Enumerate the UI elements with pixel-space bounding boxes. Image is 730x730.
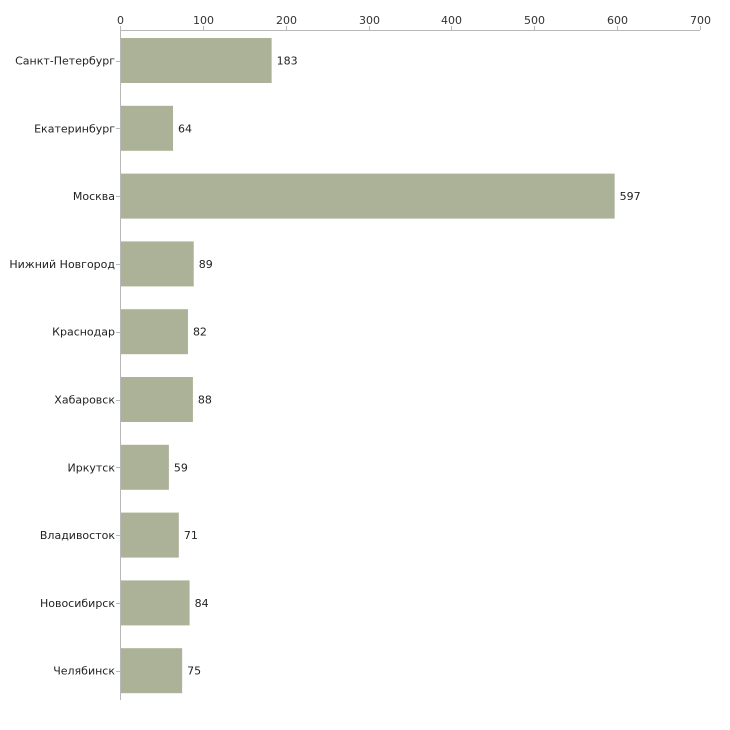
- bar: [121, 512, 179, 558]
- y-axis: [116, 30, 121, 700]
- category-labels: Санкт-Петербург Екатеринбург Москва Нижний …: [9, 55, 115, 678]
- bar: [121, 648, 183, 694]
- x-tick-label: 600: [607, 14, 628, 27]
- value-label: 64: [178, 122, 192, 135]
- bar: [121, 444, 169, 490]
- value-label: 75: [187, 665, 201, 678]
- x-axis: 0 100 200 300 400 500 600 700: [117, 14, 711, 31]
- category-label: Владивосток: [40, 529, 115, 542]
- value-label: 597: [620, 190, 641, 203]
- x-tick-label: 100: [193, 14, 214, 27]
- x-tick-label: 700: [690, 14, 711, 27]
- category-label: Москва: [73, 190, 115, 203]
- value-label: 82: [193, 326, 207, 339]
- value-label: 59: [174, 461, 188, 474]
- value-label: 71: [184, 529, 198, 542]
- category-label: Иркутск: [68, 461, 116, 474]
- value-label: 88: [198, 394, 212, 407]
- value-labels: 183 64 597 89 82 88 59 71 84 75: [174, 55, 641, 678]
- category-label: Новосибирск: [40, 597, 115, 610]
- category-label: Челябинск: [53, 665, 115, 678]
- x-tick-label: 200: [276, 14, 297, 27]
- bar: [121, 38, 272, 83]
- x-tick-label: 400: [441, 14, 462, 27]
- bar: [121, 105, 174, 151]
- bar: [121, 377, 193, 422]
- category-label: Краснодар: [52, 326, 115, 339]
- bar: [121, 241, 194, 287]
- bar: [121, 309, 188, 355]
- category-label: Санкт-Петербург: [15, 55, 115, 68]
- x-tick-label: 300: [359, 14, 380, 27]
- bar: [121, 173, 615, 219]
- value-label: 89: [199, 258, 213, 271]
- bar: [121, 580, 190, 626]
- x-tick-label: 0: [117, 14, 124, 27]
- category-label: Екатеринбург: [34, 122, 115, 135]
- category-label: Хабаровск: [54, 394, 115, 407]
- x-tick-label: 500: [524, 14, 545, 27]
- value-label: 84: [195, 597, 209, 610]
- value-label: 183: [277, 55, 298, 68]
- bars: [121, 38, 615, 694]
- category-label: Нижний Новгород: [9, 258, 115, 271]
